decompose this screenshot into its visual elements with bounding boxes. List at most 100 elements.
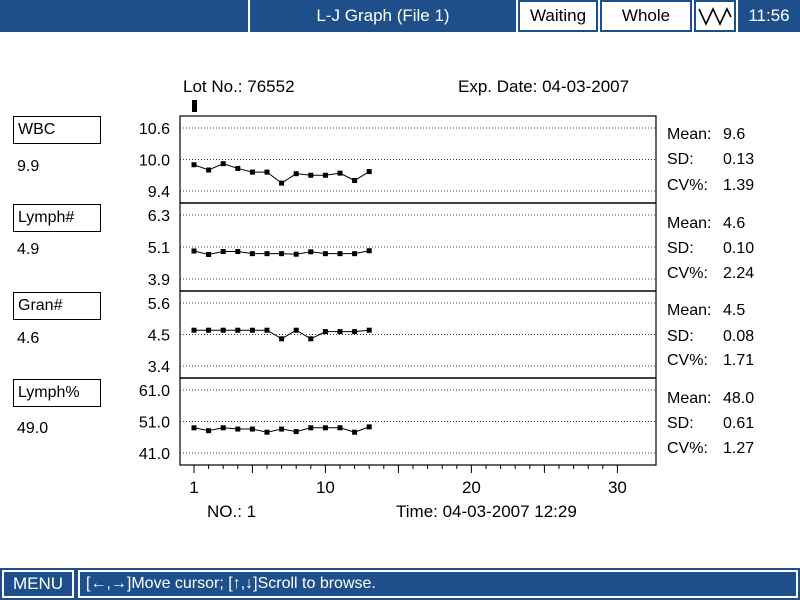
- cursor-marker[interactable]: [192, 100, 197, 112]
- y-tick-label: 5.6: [148, 296, 170, 313]
- data-point: [235, 327, 241, 333]
- sd-wbc: SD: 0.13: [667, 151, 755, 168]
- y-tick-label: 51.0: [139, 415, 170, 432]
- data-point: [322, 251, 328, 257]
- data-point: [308, 425, 314, 431]
- x-tick-label: 1: [189, 478, 198, 497]
- y-tick-label: 3.4: [148, 359, 170, 376]
- data-point: [352, 329, 358, 335]
- lot-number: Lot No.: 76552: [183, 77, 295, 96]
- data-point: [322, 172, 328, 178]
- status-indicator: Waiting: [518, 0, 598, 32]
- help-hint: [←,→]Move cursor; [↑,↓]Scroll to browse.: [78, 570, 798, 598]
- cv-wbc: CV%: 1.39: [667, 177, 755, 194]
- data-point: [337, 425, 343, 431]
- waveform-icon: [694, 0, 736, 32]
- top-bar: L-J Graph (File 1) Waiting Whole 11:56: [0, 0, 800, 32]
- data-point: [293, 251, 299, 257]
- data-point: [264, 251, 270, 257]
- data-point: [264, 429, 270, 435]
- data-point: [352, 429, 358, 435]
- sample-time: Time: 04-03-2007 12:29: [396, 502, 577, 521]
- mean-wbc: Mean: 9.6: [667, 126, 746, 143]
- data-point: [235, 249, 241, 255]
- y-tick-label: 10.6: [139, 121, 170, 138]
- data-point: [249, 327, 255, 333]
- data-point: [264, 169, 270, 175]
- data-point: [308, 249, 314, 255]
- x-tick-label: 30: [608, 478, 627, 497]
- data-point: [206, 327, 212, 333]
- data-point: [337, 251, 343, 257]
- expiration-date: Exp. Date: 04-03-2007: [458, 77, 630, 96]
- sd-lymph-percent: SD: 0.61: [667, 415, 755, 432]
- data-point: [308, 336, 314, 342]
- data-point: [366, 424, 372, 430]
- data-point: [337, 329, 343, 335]
- series-line: [193, 163, 370, 184]
- data-point: [308, 172, 314, 178]
- data-point: [366, 248, 372, 254]
- screen-title: L-J Graph (File 1): [250, 0, 516, 32]
- data-point: [191, 162, 197, 168]
- x-tick-label: 10: [316, 478, 335, 497]
- data-point: [352, 178, 358, 183]
- clock: 11:56: [738, 0, 800, 32]
- param-label-lymph-percent: Lymph%: [13, 379, 101, 407]
- data-point: [220, 327, 226, 333]
- cv-gran-count: CV%: 1.71: [667, 352, 755, 369]
- data-point: [366, 169, 372, 175]
- data-point: [293, 429, 299, 435]
- data-point: [206, 428, 212, 434]
- data-point: [352, 251, 358, 257]
- data-point: [337, 170, 343, 176]
- data-point: [366, 327, 372, 333]
- sample-number: NO.: 1: [207, 502, 257, 521]
- data-point: [279, 180, 285, 186]
- data-point: [191, 327, 197, 333]
- bottom-bar: MENU [←,→]Move cursor; [↑,↓]Scroll to br…: [0, 568, 800, 600]
- data-point: [293, 171, 299, 177]
- data-point: [249, 426, 255, 432]
- y-tick-label: 41.0: [139, 446, 170, 463]
- param-value-lymph-count: 4.9: [17, 241, 40, 258]
- data-point: [279, 426, 285, 432]
- top-bar-blank: [0, 0, 248, 32]
- scope-indicator[interactable]: Whole: [600, 0, 692, 32]
- y-tick-label: 61.0: [139, 383, 170, 400]
- data-point: [235, 426, 241, 432]
- data-point: [279, 336, 285, 342]
- data-point: [264, 327, 270, 333]
- param-value-gran-count: 4.6: [17, 330, 40, 347]
- data-point: [235, 165, 241, 171]
- cv-lymph-count: CV%: 2.24: [667, 265, 755, 282]
- data-point: [220, 161, 226, 167]
- param-value-wbc: 9.9: [17, 158, 40, 175]
- data-point: [293, 327, 299, 333]
- y-tick-label: 6.3: [148, 208, 170, 225]
- sd-gran-count: SD: 0.08: [667, 328, 755, 345]
- y-tick-label: 4.5: [148, 328, 170, 345]
- param-label-lymph-count: Lymph#: [13, 204, 101, 232]
- menu-button[interactable]: MENU: [2, 570, 74, 598]
- data-point: [249, 251, 255, 257]
- sd-lymph-count: SD: 0.10: [667, 240, 755, 257]
- y-tick-label: 10.0: [139, 153, 170, 170]
- mean-lymph-count: Mean: 4.6: [667, 215, 746, 232]
- param-value-lymph-percent: 49.0: [17, 420, 49, 437]
- data-point: [206, 167, 212, 173]
- data-point: [220, 249, 226, 255]
- data-point: [249, 169, 255, 175]
- mean-lymph-percent: Mean: 48.0: [667, 390, 755, 407]
- data-point: [279, 251, 285, 257]
- mean-gran-count: Mean: 4.5: [667, 302, 746, 319]
- y-tick-label: 5.1: [148, 240, 170, 257]
- data-point: [220, 425, 226, 431]
- y-tick-label: 3.9: [148, 272, 170, 289]
- y-tick-label: 9.4: [148, 184, 170, 201]
- param-label-gran-count: Gran#: [13, 292, 101, 320]
- data-point: [191, 425, 197, 431]
- x-tick-label: 20: [462, 478, 481, 497]
- data-point: [191, 248, 197, 254]
